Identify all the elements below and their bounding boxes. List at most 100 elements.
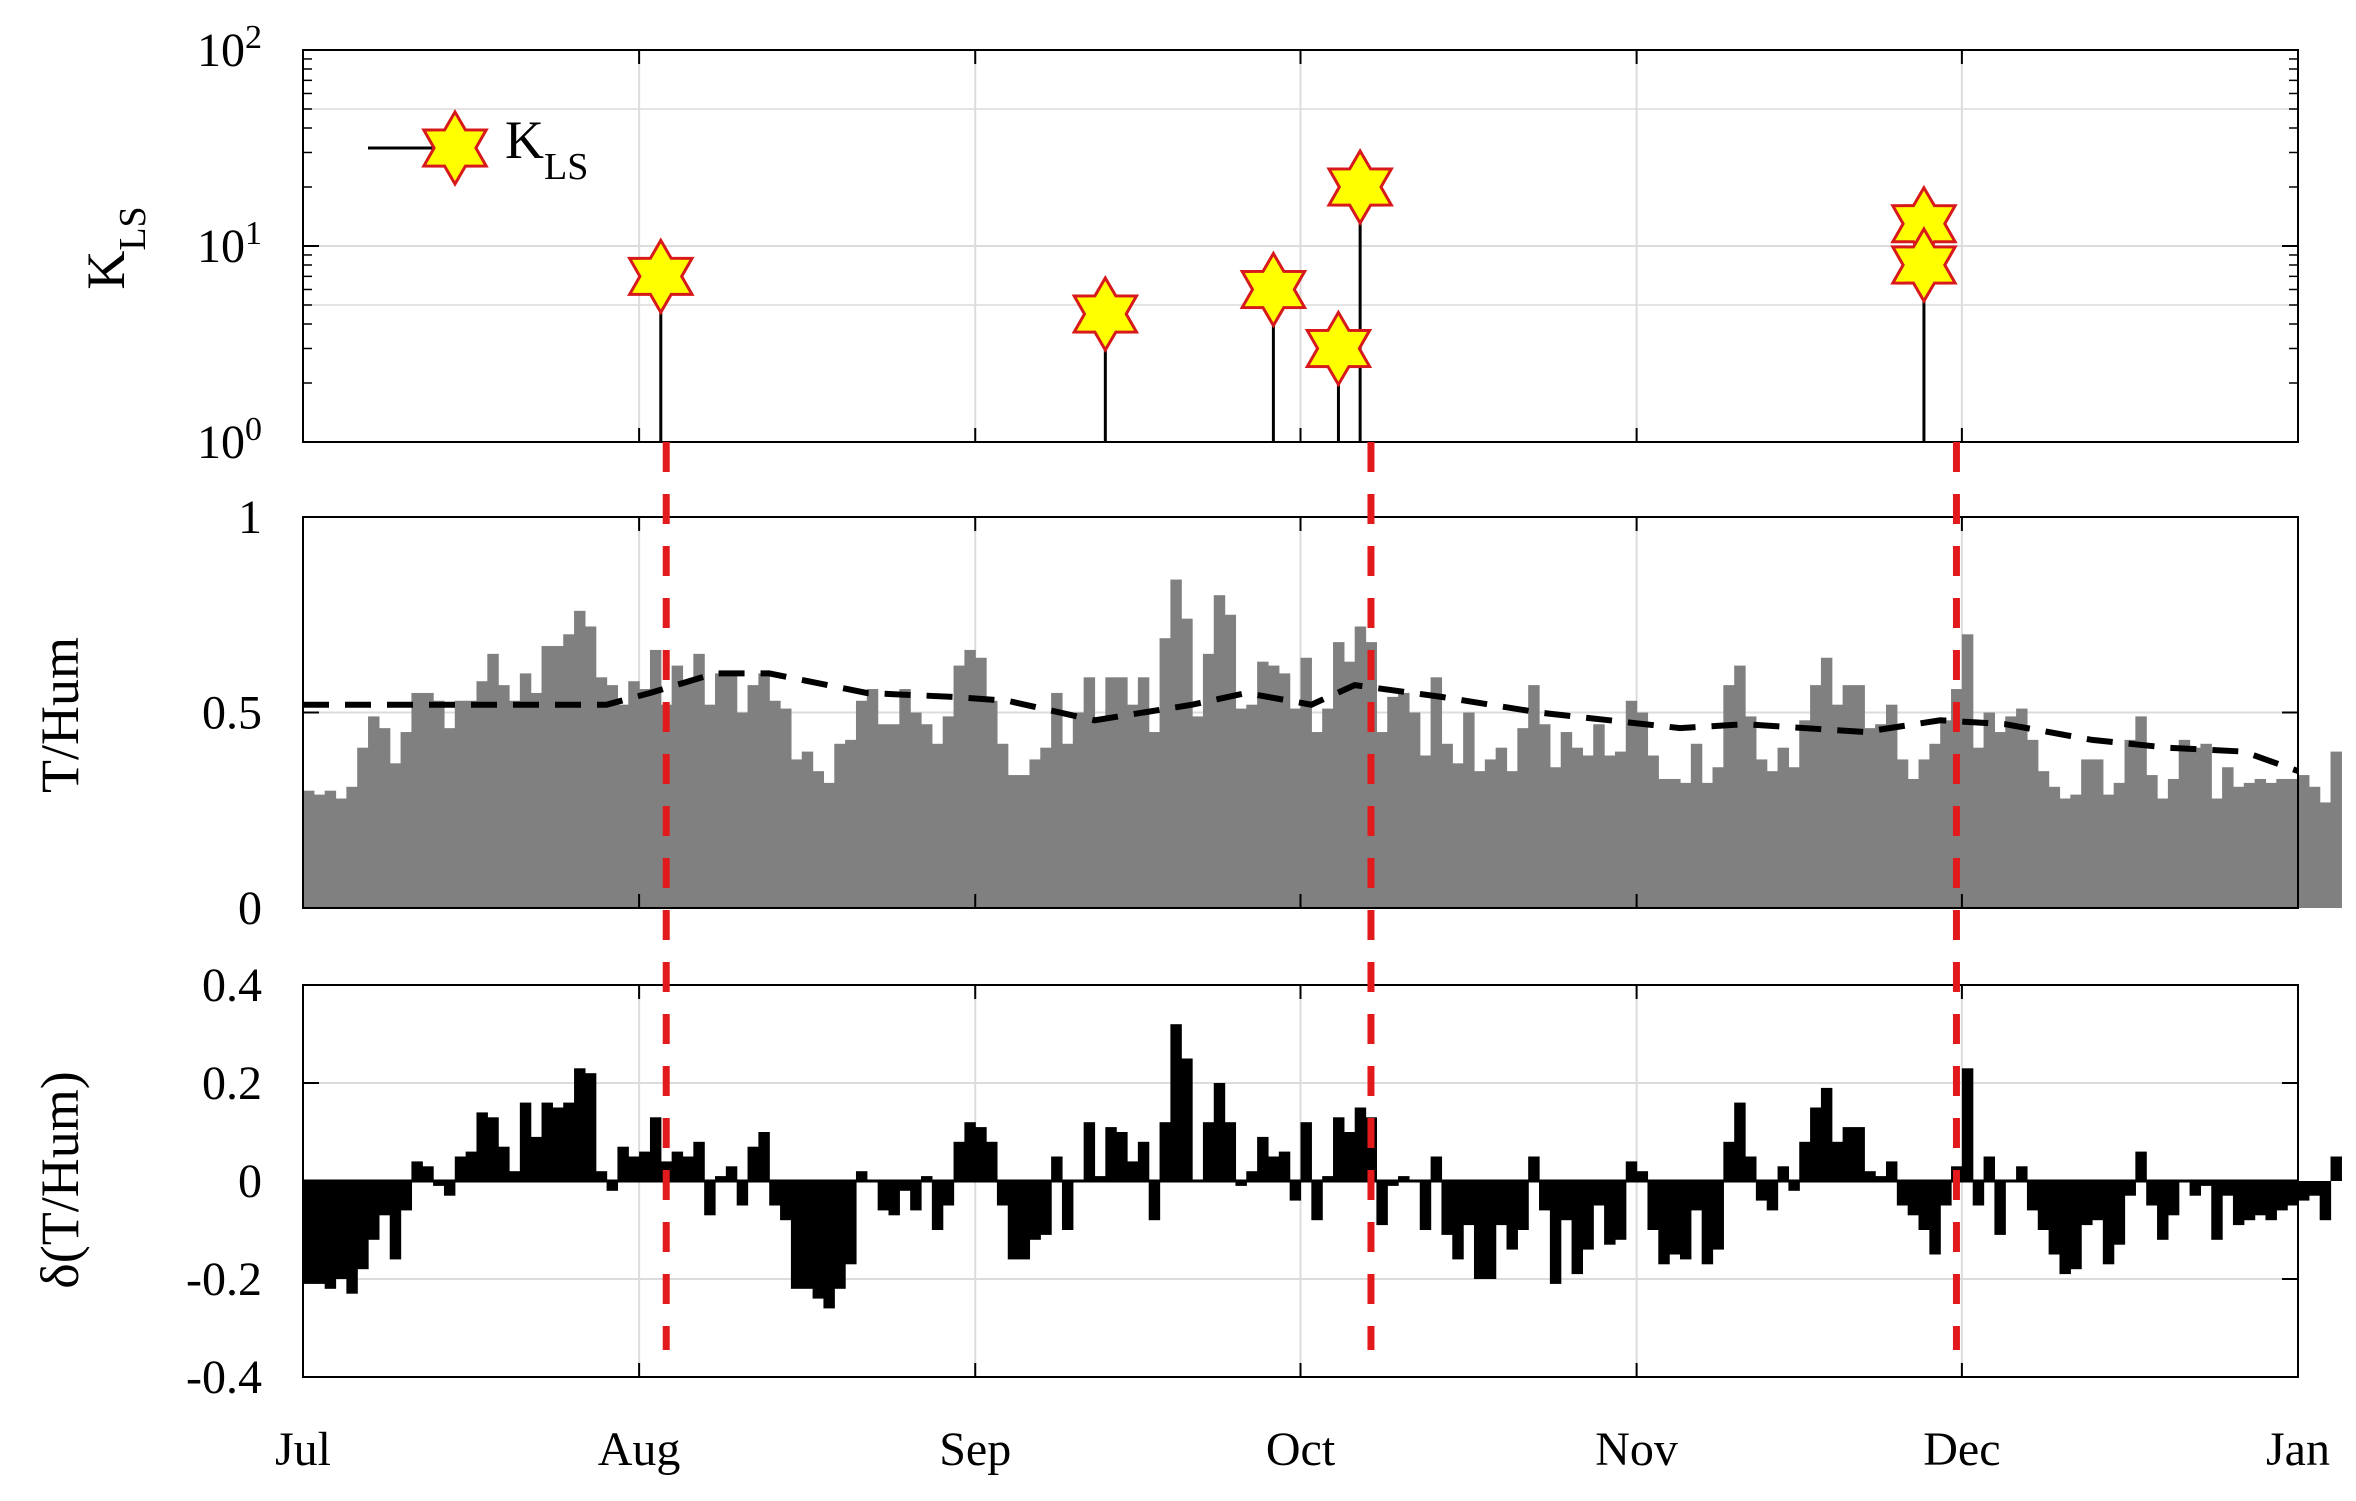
dthum-bar xyxy=(975,1127,987,1181)
dthum-bar xyxy=(368,1181,380,1240)
thum-ytick-labels: 00.51 xyxy=(202,491,262,935)
thum-bar xyxy=(1842,685,1855,908)
thum-bar xyxy=(1018,775,1031,908)
thum-bar xyxy=(780,708,792,908)
thum-bar xyxy=(725,673,738,908)
dthum-bar xyxy=(2102,1181,2115,1265)
dthum-bar xyxy=(942,1181,955,1206)
thum-bar xyxy=(1506,771,1518,908)
thum-bar xyxy=(1690,743,1703,908)
thum-bar xyxy=(2222,767,2234,908)
thum-bar xyxy=(1875,724,1887,908)
thum-bar xyxy=(1755,759,1768,908)
dthum-bar xyxy=(476,1112,488,1181)
thum-bar xyxy=(1029,759,1041,908)
dthum-bar xyxy=(1224,1122,1237,1181)
dthum-bar xyxy=(498,1146,510,1181)
thum-bar xyxy=(1333,642,1345,908)
dthum-bar xyxy=(1473,1181,1486,1279)
dthum-bar xyxy=(1810,1107,1822,1181)
dthum-bar xyxy=(823,1181,835,1309)
legend-label: KLS xyxy=(505,110,588,188)
dthum-bar xyxy=(1322,1176,1334,1181)
thum-bar xyxy=(1322,708,1334,908)
dthum-bar xyxy=(2081,1181,2093,1226)
dthum-bar xyxy=(1929,1181,1941,1255)
thum-bar xyxy=(1734,665,1746,908)
thum-bar xyxy=(422,692,434,908)
dthum-bar xyxy=(855,1171,868,1181)
dthum-bar xyxy=(1127,1161,1139,1181)
thum-bar xyxy=(2059,798,2071,908)
dthum-bar xyxy=(747,1146,759,1181)
thum-bar xyxy=(574,610,586,908)
thum-bar xyxy=(313,794,326,908)
dthum-bar xyxy=(1896,1181,1909,1206)
dthum-bar xyxy=(964,1122,976,1181)
thum-bar xyxy=(1625,700,1638,908)
thum-bar xyxy=(1604,755,1616,908)
dthum-bar xyxy=(877,1181,890,1211)
klS-frame xyxy=(302,49,2299,443)
dthum-bar xyxy=(303,1181,315,1284)
dthum-bar xyxy=(574,1068,586,1181)
dthum-bar xyxy=(1528,1156,1540,1181)
thum-bar xyxy=(1148,732,1161,908)
thum-bar xyxy=(1853,685,1865,908)
dthum-ylabel: δ(T/Hum) xyxy=(30,1071,90,1288)
thum-bar xyxy=(790,759,803,908)
dthum-bar xyxy=(2211,1181,2223,1240)
dthum-bar xyxy=(400,1181,413,1211)
dthum-bar xyxy=(2037,1181,2050,1230)
dthum-bar xyxy=(1799,1141,1811,1181)
thum-bar xyxy=(1929,743,1941,908)
thum-bar xyxy=(1181,618,1193,908)
dthum-bar xyxy=(1593,1181,1605,1206)
thum-bar xyxy=(986,700,998,908)
dthum-bar xyxy=(1907,1181,1920,1216)
thum-bar xyxy=(1636,712,1649,908)
dthum-bar xyxy=(1148,1181,1161,1221)
dthum-bar xyxy=(2091,1181,2104,1221)
dthum-bar xyxy=(1387,1181,1399,1186)
thum-bar xyxy=(866,689,879,908)
y-tick-label: 102 xyxy=(197,19,262,78)
dthum-bar xyxy=(1061,1181,1074,1230)
thum-bar xyxy=(823,782,835,908)
dthum-bar xyxy=(1506,1181,1518,1250)
y-tick-label: 0.4 xyxy=(202,959,262,1012)
thum-bar xyxy=(1192,716,1204,908)
y-tick-label: 0 xyxy=(238,882,262,935)
dthum-bar xyxy=(2026,1181,2039,1211)
thum-bar xyxy=(1398,692,1410,908)
dthum-bar xyxy=(1289,1181,1302,1201)
dthum-bar xyxy=(1398,1176,1410,1181)
thum-bar xyxy=(1983,712,1996,908)
thum-bar xyxy=(888,724,900,908)
thum-bar xyxy=(1213,595,1226,908)
dthum-bar xyxy=(2167,1181,2180,1216)
thum-bar xyxy=(2135,716,2147,908)
thum-bar xyxy=(1517,728,1529,908)
dthum-bar xyxy=(2070,1181,2082,1270)
dthum-bar xyxy=(996,1181,1009,1206)
dthum-bar xyxy=(2319,1181,2332,1221)
dthum-bar xyxy=(509,1171,521,1181)
dthum-bar xyxy=(465,1151,478,1181)
thum-bar xyxy=(953,665,965,908)
thum-bar xyxy=(1300,657,1312,908)
thum-bar xyxy=(1495,747,1508,908)
dthum-bar xyxy=(628,1156,640,1181)
thum-bar xyxy=(2200,743,2212,908)
dthum-bar xyxy=(1983,1156,1996,1181)
thum-bar xyxy=(2157,798,2169,908)
dthum-bar xyxy=(1604,1181,1616,1245)
thum-bar xyxy=(1289,708,1302,908)
thum-bar xyxy=(519,673,532,908)
thum-bar xyxy=(1127,704,1139,908)
thum-bar xyxy=(1040,747,1052,908)
dthum-bar xyxy=(1343,1132,1356,1181)
thum-bar xyxy=(1528,685,1540,908)
thum-ylabel: T/Hum xyxy=(30,637,90,793)
